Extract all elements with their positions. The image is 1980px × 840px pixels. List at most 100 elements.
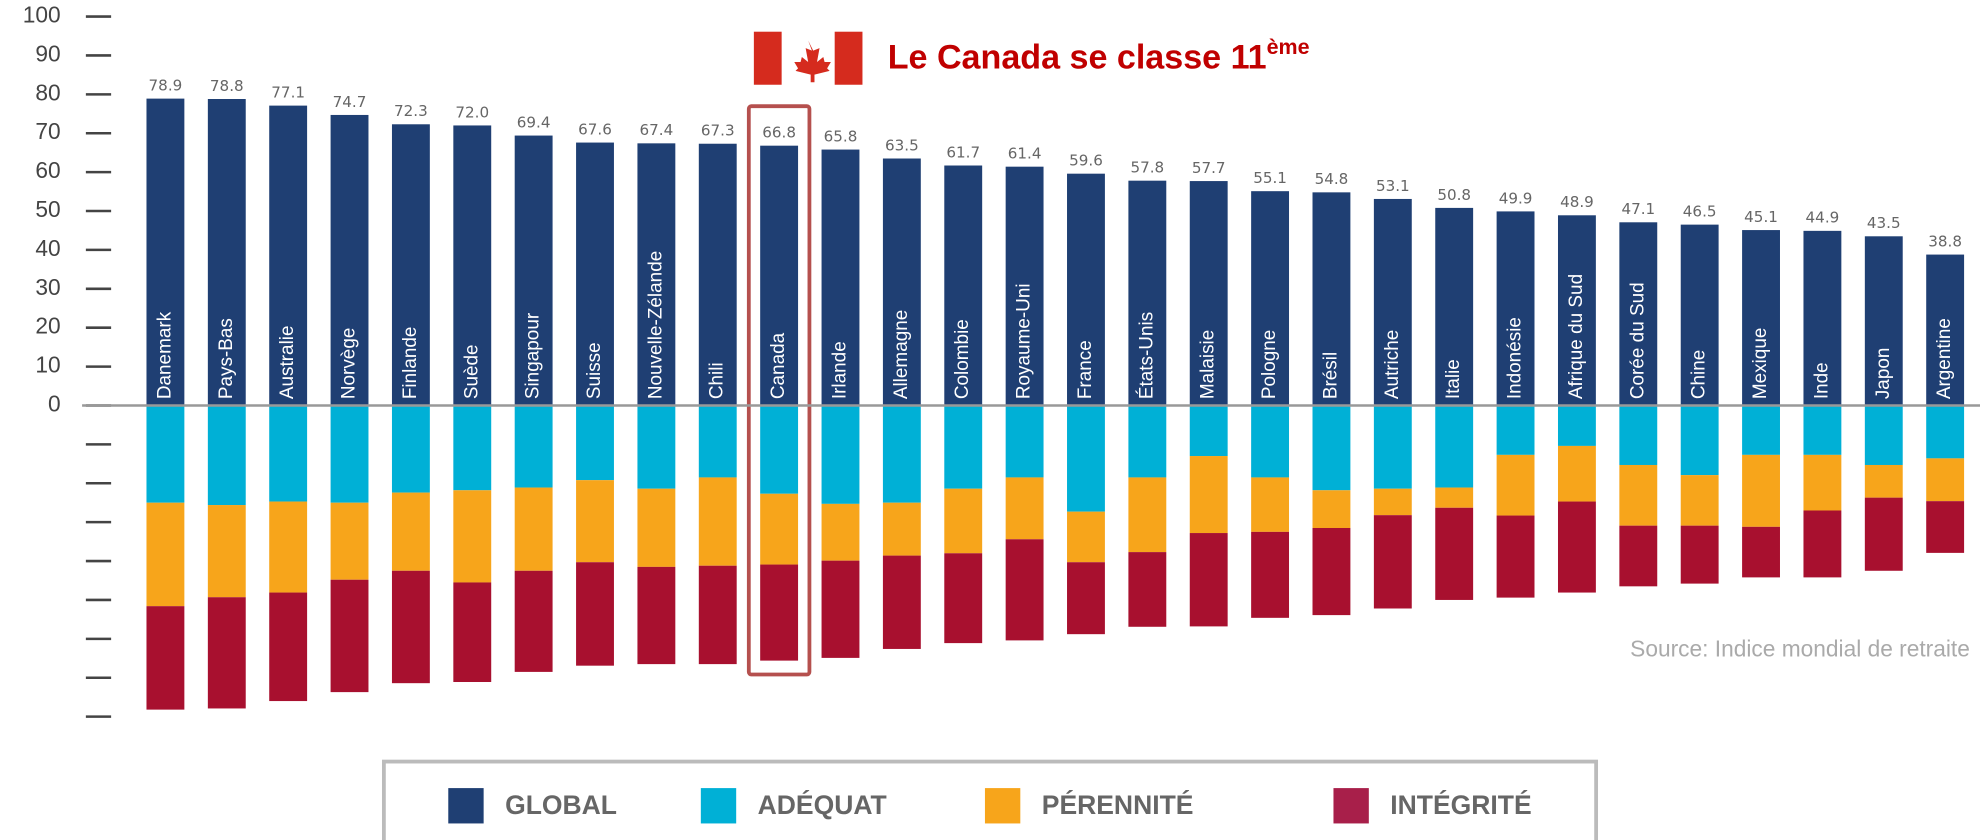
value-label: 50.8 <box>1437 186 1471 204</box>
bar <box>453 125 492 406</box>
category-label: Irlande <box>829 341 850 399</box>
bar-segment <box>698 405 737 478</box>
bar <box>207 99 246 406</box>
bar <box>576 142 614 406</box>
bar <box>760 145 799 406</box>
bar <box>330 114 369 406</box>
value-label: 63.5 <box>885 136 919 154</box>
value-label: 44.9 <box>1806 209 1840 227</box>
bar-segment <box>146 502 185 607</box>
bar <box>821 149 860 406</box>
category-label: Chili <box>707 362 728 399</box>
bar-segment <box>698 565 737 665</box>
bar <box>1251 191 1290 406</box>
legend-label: ADÉQUAT <box>758 790 887 820</box>
bar-segment <box>1005 477 1044 540</box>
bar <box>882 158 921 406</box>
plot: 0 10 20 30 40 50 60 70 80 90 100 78.9 Danemark 78.8 Pa… <box>23 2 1980 718</box>
bar-segment <box>1373 405 1412 489</box>
category-label: Finlande <box>400 327 421 400</box>
bar-segment <box>1435 405 1474 488</box>
category-label: Danemark <box>154 311 175 399</box>
value-label: 66.8 <box>762 124 796 142</box>
value-label: 49.9 <box>1499 189 1533 207</box>
bar-segment <box>453 582 492 683</box>
y-tick-label: 50 <box>35 196 60 222</box>
bar-segment <box>1926 405 1965 459</box>
bar-segment <box>760 564 799 661</box>
legend-swatch <box>448 788 484 824</box>
bar-segment <box>1496 515 1535 598</box>
bar-segment <box>1864 497 1903 571</box>
bar-segment <box>330 405 369 503</box>
value-label: 69.4 <box>517 113 551 131</box>
bar-segment <box>576 405 614 481</box>
legend-label: INTÉGRITÉ <box>1390 790 1531 820</box>
value-label: 67.3 <box>701 122 735 140</box>
value-label: 67.6 <box>578 120 612 138</box>
bar-segment <box>1312 490 1351 528</box>
bar <box>146 98 185 406</box>
category-label: Mexique <box>1750 328 1771 400</box>
y-tick-label: 20 <box>35 313 60 339</box>
legend-swatch <box>984 788 1021 824</box>
category-label: Royaume-Uni <box>1014 283 1035 399</box>
value-label: 38.8 <box>1928 232 1962 250</box>
bar-segment <box>1619 525 1658 587</box>
value-label: 45.1 <box>1744 208 1778 226</box>
bar-segment <box>1803 454 1842 511</box>
bar-segment <box>821 560 860 658</box>
bar <box>1926 254 1965 406</box>
category-label: Chine <box>1689 350 1710 399</box>
bar <box>1742 230 1780 406</box>
value-label: 72.3 <box>394 102 428 120</box>
bar-segment <box>760 493 799 565</box>
bar-segment <box>391 405 430 493</box>
category-label: Pays-Bas <box>216 318 237 399</box>
bar-segment <box>944 405 983 489</box>
value-label: 77.1 <box>271 83 305 101</box>
bar-segment <box>1926 501 1965 553</box>
bar-segment <box>1619 464 1658 526</box>
source: Source: Indice mondial de retraite <box>1630 635 1970 661</box>
chart-title: Le Canada se classe 11ème <box>888 35 1310 77</box>
category-label: Brésil <box>1320 352 1341 399</box>
bar-segment <box>1680 475 1719 526</box>
bar <box>1619 222 1658 406</box>
value-label: 57.8 <box>1130 159 1164 177</box>
category-label: États-Unis <box>1136 312 1157 399</box>
bar-segment <box>1557 405 1596 446</box>
value-label: 67.4 <box>640 121 674 139</box>
bar-segment <box>1680 405 1719 476</box>
bar <box>1312 192 1351 406</box>
bar-segment <box>1005 539 1044 641</box>
bar-segment <box>1128 405 1167 478</box>
value-label: 43.5 <box>1867 214 1901 232</box>
bar <box>1803 230 1842 406</box>
bar-segment <box>1619 405 1658 465</box>
y-tick-label: 100 <box>23 2 61 28</box>
value-label: 78.9 <box>149 76 183 94</box>
bar-segment <box>514 570 553 672</box>
category-label: Australie <box>277 325 298 399</box>
bar-segment <box>146 405 185 503</box>
category-label: Malaisie <box>1198 330 1219 399</box>
bar-segment <box>1557 445 1596 502</box>
bar-segment <box>637 566 676 665</box>
bar-segment <box>1312 527 1351 616</box>
category-label: Singapour <box>523 313 544 399</box>
category-label: Pologne <box>1259 330 1280 400</box>
bar <box>514 135 553 406</box>
bar <box>1067 173 1105 406</box>
category-label: Japon <box>1873 348 1894 400</box>
bar <box>1680 224 1719 406</box>
bar-segment <box>1496 405 1535 455</box>
y-tick-label: 0 <box>48 390 61 416</box>
bar-segment <box>944 488 983 554</box>
category-label: Afrique du Sud <box>1566 274 1587 399</box>
bar-segment <box>1251 477 1290 532</box>
bar-segment <box>1864 464 1903 498</box>
value-label: 47.1 <box>1621 200 1655 218</box>
title-superscript: ème <box>1267 35 1310 59</box>
category-label: Allemagne <box>891 310 912 399</box>
